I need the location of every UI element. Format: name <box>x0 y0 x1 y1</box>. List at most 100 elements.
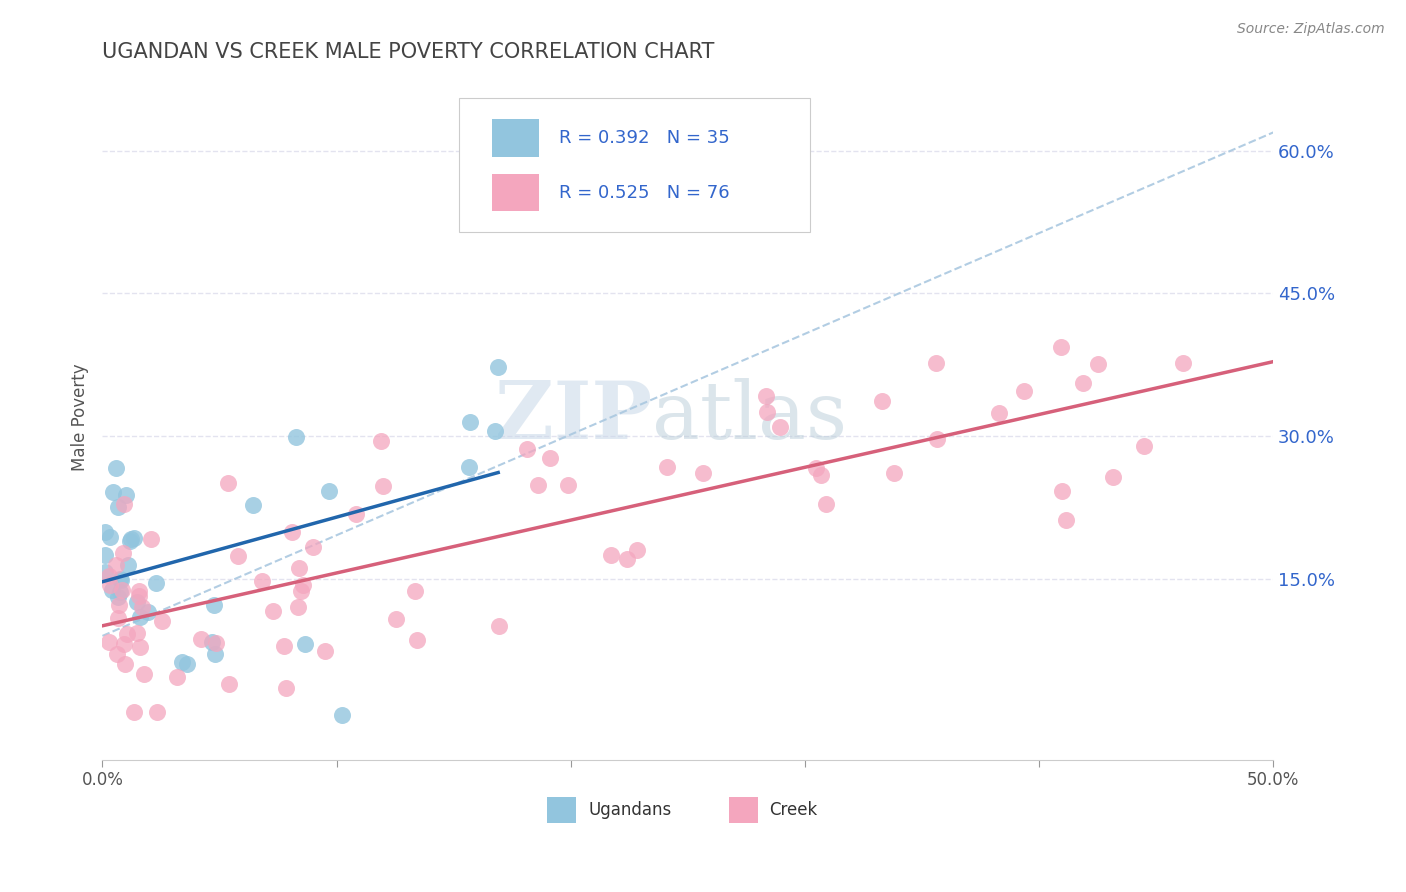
Point <box>98 530 121 544</box>
Point <box>205 636 228 650</box>
Point <box>117 558 139 572</box>
Point <box>600 549 623 563</box>
Point <box>987 406 1010 420</box>
Point <box>242 499 264 513</box>
FancyBboxPatch shape <box>728 797 758 823</box>
Point <box>616 552 638 566</box>
Point <box>145 576 167 591</box>
Point <box>115 627 138 641</box>
Text: Ugandans: Ugandans <box>588 801 672 820</box>
Point <box>1049 341 1071 355</box>
Point <box>150 614 173 628</box>
Text: atlas: atlas <box>652 378 848 456</box>
Point <box>484 425 506 439</box>
Point <box>557 478 579 492</box>
Point <box>128 589 150 603</box>
Point <box>202 598 225 612</box>
Point <box>228 549 250 564</box>
Text: R = 0.392   N = 35: R = 0.392 N = 35 <box>558 128 730 147</box>
Point <box>1014 384 1036 398</box>
Point <box>516 442 538 456</box>
Point <box>146 705 169 719</box>
Point <box>280 525 302 540</box>
Point <box>385 612 408 626</box>
Point <box>108 572 131 586</box>
Point <box>97 635 120 649</box>
Point <box>273 640 295 654</box>
Point <box>292 578 315 592</box>
Point <box>657 460 679 475</box>
Point <box>302 541 325 555</box>
Point <box>406 633 429 648</box>
Point <box>488 619 510 633</box>
Point <box>125 595 148 609</box>
Point <box>128 584 150 599</box>
Point <box>94 525 117 540</box>
Point <box>287 599 309 614</box>
Point <box>290 583 312 598</box>
Point <box>870 393 893 408</box>
Point <box>288 561 311 575</box>
Point <box>370 434 392 448</box>
Point <box>925 432 948 446</box>
Point <box>112 546 135 560</box>
Point <box>274 681 297 695</box>
Point <box>110 573 132 587</box>
Point <box>124 531 146 545</box>
Point <box>105 558 128 573</box>
Point <box>101 485 124 500</box>
Point <box>218 677 240 691</box>
Point <box>107 611 129 625</box>
Point <box>107 500 129 515</box>
FancyBboxPatch shape <box>492 119 538 157</box>
Point <box>139 532 162 546</box>
FancyBboxPatch shape <box>492 174 538 211</box>
Point <box>810 468 832 483</box>
Text: ZIP: ZIP <box>495 378 652 456</box>
Text: R = 0.525   N = 76: R = 0.525 N = 76 <box>558 184 730 202</box>
Y-axis label: Male Poverty: Male Poverty <box>72 363 89 471</box>
Point <box>107 599 129 613</box>
FancyBboxPatch shape <box>547 797 576 823</box>
Point <box>1054 513 1077 527</box>
Point <box>111 583 134 598</box>
Point <box>262 604 284 618</box>
Point <box>925 356 948 370</box>
Point <box>883 466 905 480</box>
Point <box>332 708 354 723</box>
Point <box>120 532 142 546</box>
Point <box>127 626 149 640</box>
Point <box>176 657 198 672</box>
Point <box>166 670 188 684</box>
Point <box>804 461 827 475</box>
Text: UGANDAN VS CREEK MALE POVERTY CORRELATION CHART: UGANDAN VS CREEK MALE POVERTY CORRELATIO… <box>103 42 714 62</box>
Point <box>114 657 136 672</box>
Point <box>112 497 135 511</box>
Point <box>404 584 426 599</box>
Point <box>122 705 145 719</box>
Point <box>131 599 153 614</box>
Point <box>101 583 124 598</box>
Point <box>458 460 481 475</box>
Point <box>107 590 129 604</box>
Point <box>97 569 120 583</box>
Point <box>538 450 561 465</box>
Point <box>201 635 224 649</box>
Point <box>112 637 135 651</box>
Point <box>1073 376 1095 390</box>
Point <box>1133 439 1156 453</box>
Text: Source: ZipAtlas.com: Source: ZipAtlas.com <box>1237 22 1385 37</box>
Point <box>98 578 121 592</box>
Point <box>626 543 648 558</box>
Point <box>1050 483 1073 498</box>
Point <box>250 574 273 588</box>
Point <box>1171 356 1194 370</box>
Point <box>755 404 778 418</box>
Point <box>1087 357 1109 371</box>
Point <box>318 484 340 499</box>
Point <box>486 359 509 374</box>
Point <box>527 478 550 492</box>
Point <box>172 655 194 669</box>
Point <box>217 476 239 491</box>
Point <box>104 461 127 475</box>
